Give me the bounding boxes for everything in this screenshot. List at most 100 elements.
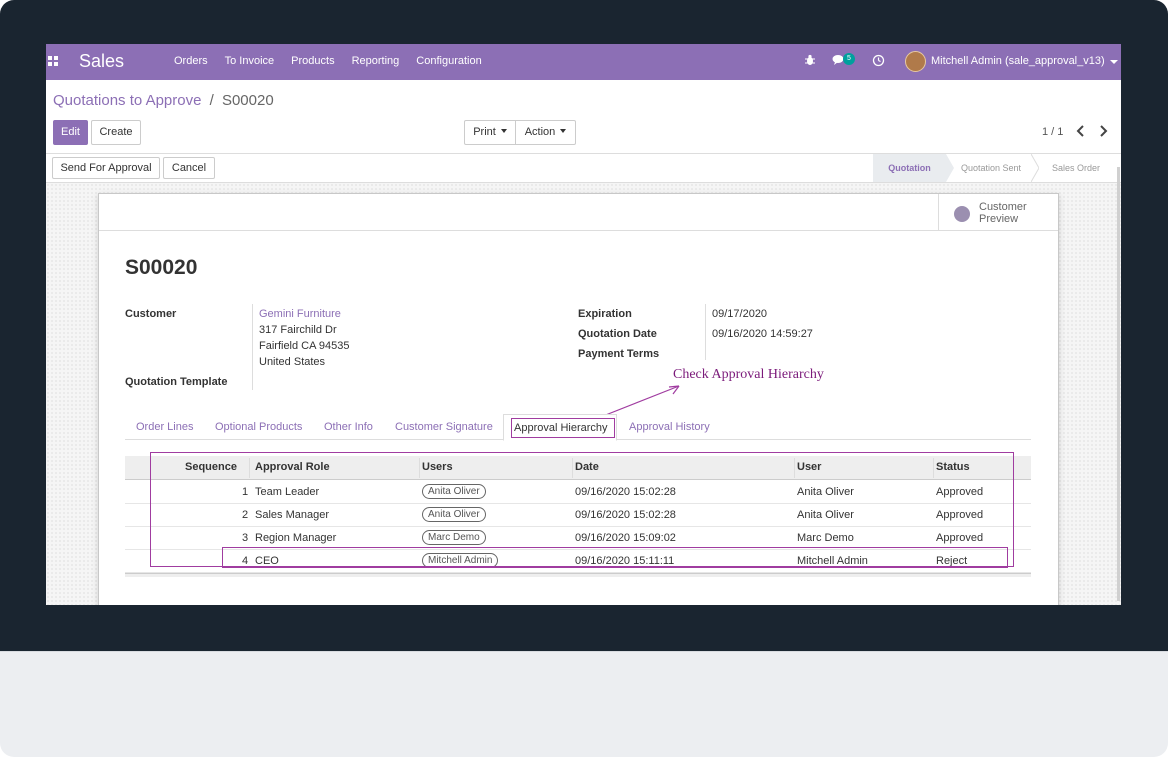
user-tag: Anita Oliver [422,484,486,499]
column-sequence[interactable]: Sequence [185,461,237,473]
user-tag: Marc Demo [422,530,486,545]
customer-link[interactable]: Gemini Furniture [259,308,341,320]
table-row[interactable]: 1 Team Leader Anita Oliver 09/16/2020 15… [125,481,1031,504]
customer-preview-label: Customer Preview [979,201,1027,225]
quotation-date-value: 09/16/2020 14:59:27 [712,328,813,340]
row-date: 09/16/2020 15:11:11 [575,555,675,567]
customer-preview-line1: Customer [979,201,1027,213]
pager-value[interactable]: 1 / 1 [1042,126,1064,138]
menu-orders[interactable]: Orders [174,55,208,67]
row-date: 09/16/2020 15:09:02 [575,532,676,544]
table-row[interactable]: 3 Region Manager Marc Demo 09/16/2020 15… [125,527,1031,550]
button-box: Customer Preview [99,194,1058,231]
column-approval-role[interactable]: Approval Role [255,461,330,473]
form-statusbar: Send For Approval Cancel Quotation Quota… [46,153,1121,183]
menu-configuration[interactable]: Configuration [416,55,482,67]
app-brand[interactable]: Sales [79,51,125,71]
address-line1: 317 Fairchild Dr [259,324,337,336]
clock-icon[interactable] [872,54,885,67]
breadcrumb-separator: / [209,92,214,109]
payment-terms-label: Payment Terms [578,348,660,360]
row-sequence: 2 [242,509,249,521]
stage-quotation-sent[interactable]: Quotation Sent [960,163,1022,173]
stage-sales-order[interactable]: Sales Order [1051,163,1101,173]
customer-preview-button[interactable]: Customer Preview [938,194,1058,230]
chevron-down-icon[interactable] [1110,60,1118,64]
chevron-down-icon [500,128,507,133]
row-approval-role: Sales Manager [255,509,329,521]
create-button[interactable]: Create [91,120,141,145]
tab-approval-history[interactable]: Approval History [629,421,710,433]
table-row[interactable]: 2 Sales Manager Anita Oliver 09/16/2020 … [125,504,1031,527]
breadcrumb-current: S00020 [221,92,274,109]
row-sequence: 1 [242,486,249,498]
notebook-tabs: Order Lines Optional Products Other Info… [125,414,1031,441]
row-sequence: 3 [242,532,249,544]
tab-other-info[interactable]: Other Info [324,421,373,433]
globe-icon [954,206,970,222]
field-separator [252,304,253,390]
annotation-text: Check Approval Hierarchy [673,367,824,382]
row-user: Mitchell Admin [797,555,868,567]
quotation-template-label: Quotation Template [125,376,228,388]
user-avatar[interactable] [905,51,926,72]
row-status: Approved [936,486,984,498]
column-divider [419,458,420,478]
row-status: Approved [936,532,984,544]
column-user[interactable]: User [797,461,822,473]
column-divider [572,458,573,478]
tab-highlight-box [511,418,615,438]
user-menu-name[interactable]: Mitchell Admin (sale_approval_v13) [931,55,1105,67]
table-footer [125,573,1031,577]
column-users[interactable]: Users [422,461,453,473]
stage-arrow-icon [1031,154,1039,182]
column-divider [249,458,250,478]
menu-to-invoice[interactable]: To Invoice [224,55,275,67]
top-navbar: Sales Orders To Invoice Products Reporti… [46,44,1121,80]
address-line2: Fairfield CA 94535 [259,340,350,352]
row-highlight-box [222,547,1008,568]
send-for-approval-button[interactable]: Send For Approval [52,157,160,179]
bug-icon[interactable] [804,54,816,66]
form-sheet: Customer Preview S00020 Customer Gemini … [98,193,1059,605]
table-header: Sequence Approval Role Users Date User S… [125,456,1031,480]
tab-customer-signature[interactable]: Customer Signature [395,421,493,433]
print-button[interactable]: Print [464,120,516,145]
column-date[interactable]: Date [575,461,599,473]
chevron-down-icon [560,128,567,133]
quotation-date-label: Quotation Date [578,328,657,340]
table-row[interactable]: 4 CEO Mitchell Admin 09/16/2020 15:11:11… [125,550,1031,573]
row-approval-role: Team Leader [255,486,320,498]
row-user: Anita Oliver [797,486,854,498]
menu-reporting[interactable]: Reporting [351,55,400,67]
breadcrumb: Quotations to Approve / S00020 [53,92,274,109]
address-line3: United States [259,356,326,368]
row-approval-role: CEO [255,555,279,567]
tab-order-lines[interactable]: Order Lines [136,421,194,433]
row-user: Anita Oliver [797,509,854,521]
cancel-button[interactable]: Cancel [163,157,215,179]
chat-icon[interactable] [832,54,846,66]
stage-quotation[interactable]: Quotation [873,154,946,182]
user-tag: Anita Oliver [422,507,486,522]
apps-menu-icon[interactable] [48,56,58,66]
tab-approval-hierarchy[interactable]: Approval Hierarchy [503,414,617,441]
stage-arrow-icon [946,154,954,182]
column-divider [794,458,795,478]
row-status: Approved [936,509,984,521]
row-status: Reject [936,555,968,567]
customer-preview-line2: Preview [979,213,1019,225]
column-status[interactable]: Status [936,461,970,473]
menu-products[interactable]: Products [291,55,335,67]
main-menu: Orders To Invoice Products Reporting Con… [174,55,499,67]
row-approval-role: Region Manager [255,532,337,544]
chevron-right-icon[interactable] [1098,125,1108,137]
scrollbar[interactable] [1117,167,1120,601]
chevron-left-icon[interactable] [1076,125,1086,137]
action-button[interactable]: Action [515,120,576,145]
tab-optional-products[interactable]: Optional Products [215,421,303,433]
expiration-value: 09/17/2020 [712,308,768,320]
breadcrumb-parent[interactable]: Quotations to Approve [53,92,202,109]
tab-approval-hierarchy-label: Approval Hierarchy [514,422,608,434]
edit-button[interactable]: Edit [53,120,88,145]
